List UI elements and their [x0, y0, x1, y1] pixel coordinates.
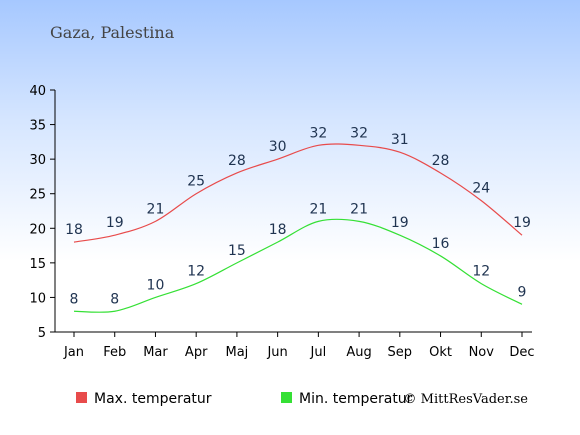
data-label-min: 8 [110, 291, 119, 307]
data-label-max: 19 [513, 215, 531, 231]
data-label-min: 8 [70, 291, 79, 307]
y-tick-label: 35 [29, 119, 46, 134]
data-label-max: 18 [65, 222, 83, 238]
data-label-max: 19 [106, 215, 124, 231]
y-tick-label: 40 [29, 84, 46, 99]
data-label-min: 19 [391, 215, 409, 231]
x-tick-label: Dec [509, 345, 534, 360]
data-label-max: 31 [391, 132, 409, 148]
x-tick-label: Maj [226, 345, 249, 360]
data-label-max: 32 [350, 125, 368, 141]
x-tick-label: Sep [388, 345, 413, 360]
data-label-max: 21 [147, 201, 165, 217]
x-tick-label: Feb [103, 345, 126, 360]
data-label-min: 15 [228, 243, 246, 259]
y-tick-label: 20 [29, 222, 46, 237]
legend-swatch-max [76, 392, 87, 403]
data-label-max: 28 [228, 153, 246, 169]
legend-swatch-min [281, 392, 292, 403]
y-tick-label: 10 [29, 291, 46, 306]
data-label-min: 12 [472, 264, 490, 280]
data-label-min: 12 [187, 264, 205, 280]
data-label-min: 21 [350, 201, 368, 217]
series-line-max [73, 143, 523, 243]
y-ticks: 5 10 15 20 25 30 35 40 [29, 84, 55, 341]
credit-text: © MittResVader.se [404, 392, 529, 407]
data-label-min: 9 [518, 284, 527, 300]
chart-title: Gaza, Palestina [50, 23, 175, 42]
x-tick-label: Okt [429, 345, 452, 360]
x-ticks: Jan Feb Mar Apr Maj Jun Jul Aug Sep Okt Nov Dec [63, 332, 535, 360]
y-tick-label: 30 [29, 153, 46, 168]
y-tick-label: 15 [29, 257, 46, 272]
data-label-max: 30 [269, 139, 287, 155]
data-labels: 18 19 21 25 28 30 32 32 31 28 24 19 8 8 10 12 15 18 21 21 19… [65, 125, 531, 307]
data-label-max: 25 [187, 174, 205, 190]
data-label-min: 18 [269, 222, 287, 238]
data-label-max: 28 [432, 153, 450, 169]
series-group [73, 143, 523, 313]
y-tick-label: 25 [29, 188, 46, 203]
legend-label-max: Max. temperatur [94, 391, 212, 407]
series-line-min [73, 218, 523, 313]
x-tick-label: Aug [346, 345, 371, 360]
data-label-min: 21 [309, 201, 327, 217]
legend-label-min: Min. temperatur [299, 391, 413, 407]
y-tick-label: 5 [38, 326, 46, 341]
x-tick-label: Nov [469, 345, 495, 360]
x-tick-label: Mar [143, 345, 168, 360]
x-tick-label: Apr [185, 345, 208, 360]
data-label-max: 24 [472, 181, 490, 197]
data-label-min: 10 [147, 277, 165, 293]
data-label-min: 16 [432, 236, 450, 252]
x-tick-label: Jun [266, 345, 287, 360]
x-tick-label: Jan [63, 345, 84, 360]
legend: Max. temperatur Min. temperatur [76, 391, 413, 407]
x-tick-label: Jul [310, 345, 327, 360]
data-label-max: 32 [309, 125, 327, 141]
